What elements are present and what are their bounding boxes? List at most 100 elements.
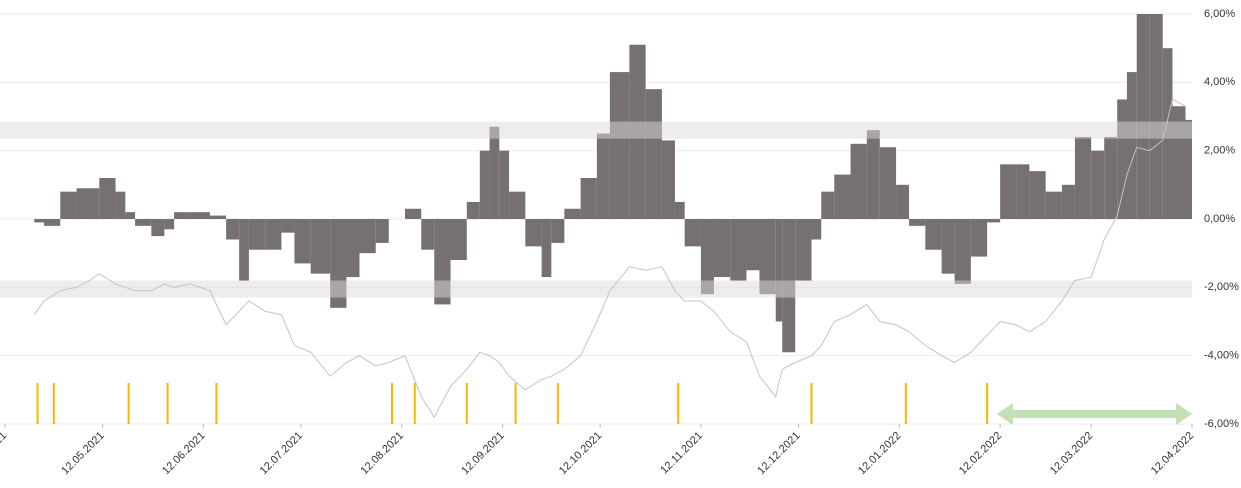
y-tick-label: 4,00%	[1204, 76, 1235, 88]
bar	[1091, 150, 1105, 219]
bar	[674, 201, 685, 219]
bar	[896, 184, 910, 219]
bar	[909, 219, 926, 226]
bar	[1104, 137, 1118, 219]
arrow-head	[996, 403, 1013, 425]
band	[0, 280, 1192, 298]
bar	[421, 219, 435, 250]
bar	[310, 219, 331, 274]
x-tick-label: 12.10.2021	[557, 430, 604, 477]
arrow-head	[1176, 403, 1192, 425]
bar	[60, 191, 77, 219]
bar	[239, 219, 249, 281]
bar	[44, 219, 61, 226]
bar	[294, 219, 311, 264]
bar	[499, 150, 510, 219]
bar	[190, 212, 210, 219]
bar	[164, 219, 175, 230]
bar	[661, 140, 675, 219]
bar	[684, 219, 701, 247]
x-tick-label: 12.04.2021	[0, 430, 9, 477]
bar	[1126, 72, 1137, 219]
x-tick-label: 12.03.2022	[1048, 430, 1095, 477]
bar	[99, 178, 116, 219]
bar	[115, 191, 126, 219]
bar	[281, 219, 295, 233]
bar	[1000, 164, 1017, 219]
price-line	[33, 98, 1186, 419]
x-tick-label: 12.04.2022	[1149, 430, 1196, 477]
y-tick-label: -6,00%	[1204, 418, 1239, 430]
bar	[34, 219, 45, 223]
bar	[125, 212, 136, 219]
bar	[1029, 171, 1046, 219]
bar	[525, 219, 542, 247]
bar	[866, 130, 880, 219]
bar	[811, 219, 822, 240]
x-tick-label: 12.08.2021	[359, 430, 406, 477]
bar	[821, 191, 835, 219]
bar	[1016, 164, 1030, 219]
arrow-shaft	[1010, 410, 1178, 418]
bar	[405, 208, 422, 219]
bar	[954, 219, 971, 284]
bar	[375, 219, 389, 243]
bar	[346, 219, 360, 278]
bar	[1074, 137, 1092, 219]
bar	[209, 215, 227, 219]
bar	[226, 219, 240, 240]
bar	[265, 219, 282, 250]
bar	[759, 219, 776, 295]
y-tick-label: 2,00%	[1204, 145, 1235, 157]
bar	[174, 212, 191, 219]
bar	[1045, 191, 1062, 219]
bar	[730, 219, 747, 281]
bar	[795, 219, 812, 281]
bar	[1136, 14, 1150, 219]
bar	[151, 219, 165, 237]
y-tick-label: -2,00%	[1204, 281, 1239, 293]
bar	[596, 133, 610, 219]
bar	[466, 201, 480, 219]
bar	[609, 72, 630, 219]
bar	[509, 191, 526, 219]
bar	[1149, 14, 1163, 219]
bar	[135, 219, 152, 226]
bar	[879, 147, 897, 219]
bar	[1061, 184, 1075, 219]
bar	[1185, 119, 1192, 219]
bar	[941, 219, 955, 274]
x-tick-label: 12.06.2021	[160, 430, 207, 477]
x-tick-label: 12.09.2021	[459, 430, 506, 477]
range-arrow	[996, 403, 1192, 425]
bar	[479, 150, 490, 219]
x-tick-label: 12.02.2022	[957, 430, 1004, 477]
bar	[359, 219, 376, 254]
bar	[970, 219, 988, 257]
bar	[645, 89, 662, 220]
bar	[580, 178, 597, 219]
bar	[834, 174, 851, 219]
bar	[987, 219, 1001, 223]
bar	[746, 219, 760, 271]
y-tick-label: -4,00%	[1204, 350, 1239, 362]
bar	[564, 208, 581, 219]
bar	[713, 219, 731, 278]
bar	[925, 219, 942, 250]
x-tick-label: 12.12.2021	[755, 430, 802, 477]
bar	[551, 219, 565, 243]
bar	[1117, 99, 1127, 219]
x-tick-label: 12.05.2021	[59, 430, 106, 477]
y-tick-label: 0,00%	[1204, 213, 1235, 225]
band	[0, 121, 1192, 139]
x-tick-label: 12.07.2021	[258, 430, 305, 477]
bar	[76, 188, 90, 219]
y-tick-label: 6,00%	[1204, 8, 1235, 20]
bar	[450, 219, 467, 260]
x-tick-label: 12.01.2022	[856, 430, 903, 477]
bar	[541, 219, 552, 278]
bar	[489, 126, 500, 219]
x-tick-label: 12.11.2021	[658, 430, 705, 477]
bar	[89, 188, 100, 219]
